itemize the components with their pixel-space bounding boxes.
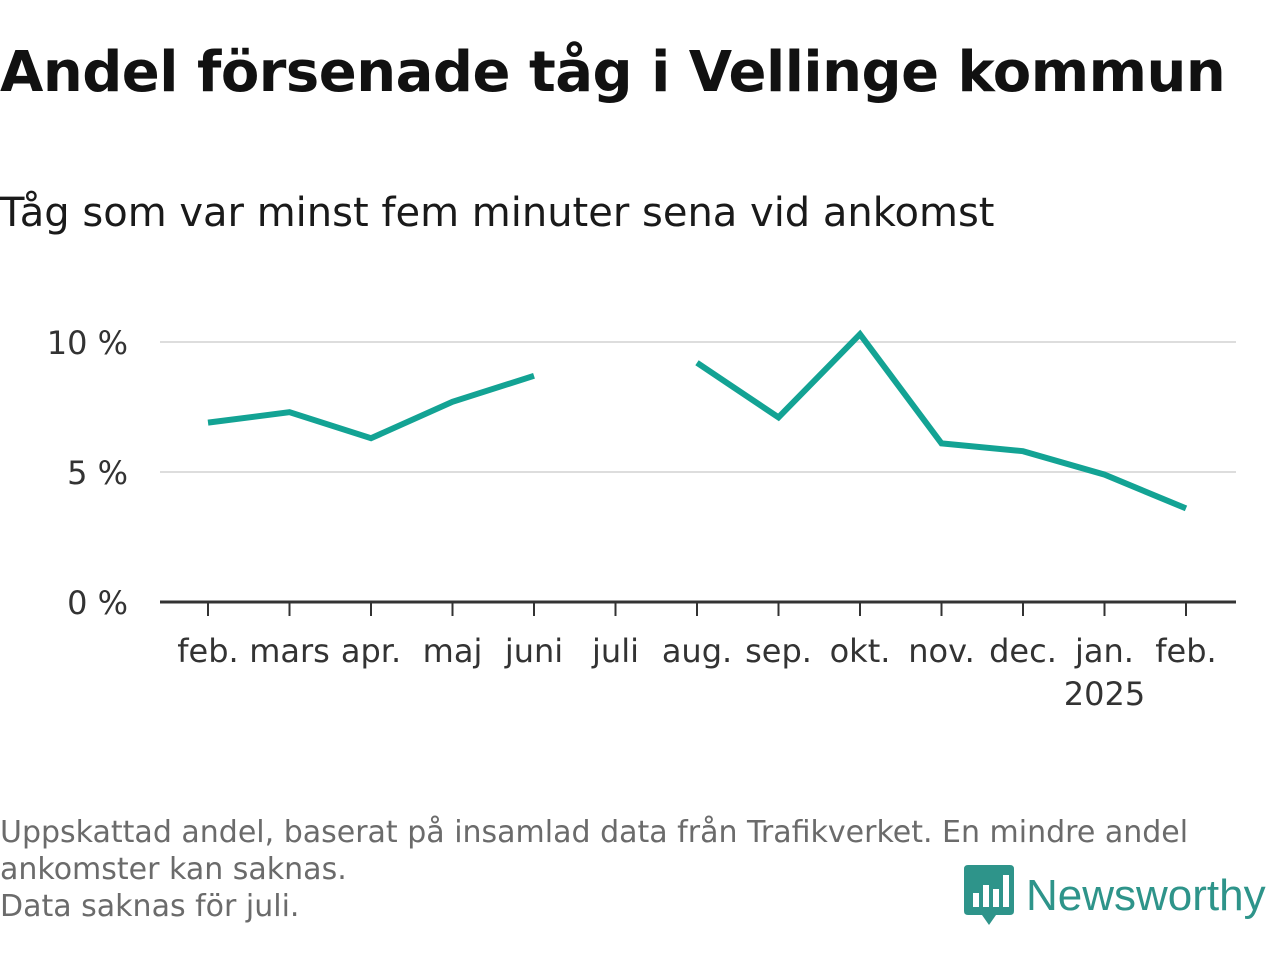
x-tick-label: mars bbox=[249, 632, 330, 670]
x-tick-label: dec. bbox=[989, 632, 1057, 670]
y-tick-label: 0 % bbox=[67, 584, 128, 622]
x-year-label: 2025 bbox=[1064, 675, 1145, 713]
footnote-line-3: Data saknas för juli. bbox=[0, 889, 300, 924]
x-axis-ticks: feb. mars apr. maj juni juli aug. sep. okt. nov. d… bbox=[177, 602, 1217, 713]
footnote: Uppskattad andel, baserat på insamlad da… bbox=[0, 814, 1270, 925]
y-axis-ticks: 0 % 5 % 10 % bbox=[47, 324, 128, 622]
x-tick-label: okt. bbox=[830, 632, 891, 670]
newsworthy-logo: Newsworthy bbox=[964, 864, 1266, 928]
x-tick-label: feb. bbox=[177, 632, 238, 670]
series-line-segment bbox=[207, 372, 535, 442]
x-tick-label: nov. bbox=[908, 632, 974, 670]
x-tick-label: jan. bbox=[1074, 632, 1134, 670]
x-tick-label: aug. bbox=[662, 632, 732, 670]
series-lines bbox=[207, 329, 1188, 512]
footnote-line-1: Uppskattad andel, baserat på insamlad da… bbox=[0, 815, 1189, 850]
logo-text: Newsworthy bbox=[1026, 871, 1266, 920]
y-tick-label: 5 % bbox=[67, 454, 128, 492]
gridlines bbox=[160, 341, 1236, 473]
x-tick-label: juni bbox=[504, 632, 563, 670]
footnote-line-2: ankomster kan saknas. bbox=[0, 852, 347, 887]
series-line-segment bbox=[695, 329, 1188, 512]
newsworthy-bar-chart-icon bbox=[964, 865, 1014, 925]
x-tick-label: apr. bbox=[341, 632, 401, 670]
x-tick-label: feb. bbox=[1155, 632, 1216, 670]
x-tick-label: sep. bbox=[745, 632, 812, 670]
chart-title: Andel försenade tåg i Vellinge kommun bbox=[0, 40, 1226, 105]
y-tick-label: 10 % bbox=[47, 324, 128, 362]
x-tick-label: maj bbox=[423, 632, 483, 670]
chart-subtitle: Tåg som var minst fem minuter sena vid a… bbox=[0, 190, 995, 236]
x-tick-label: juli bbox=[591, 632, 639, 670]
